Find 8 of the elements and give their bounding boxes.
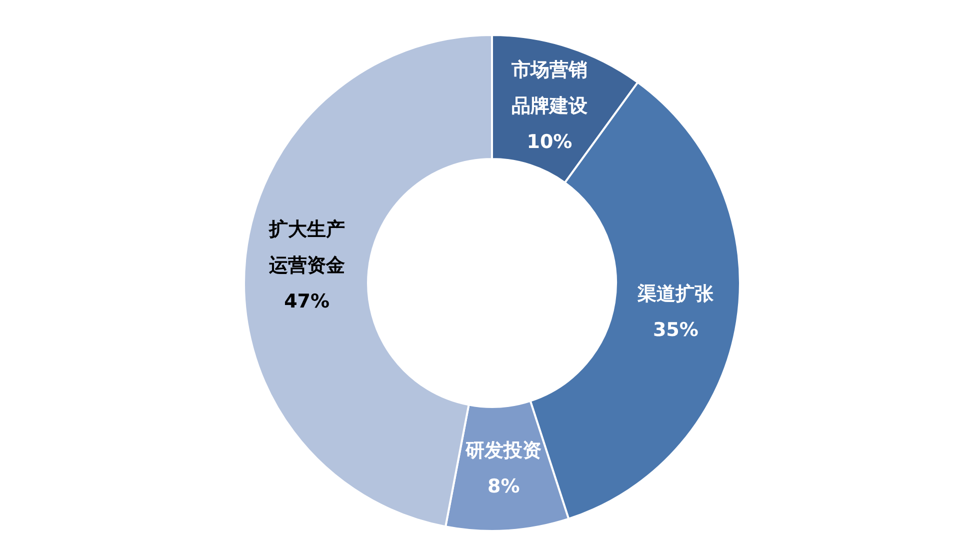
slice-label: 研发投资 bbox=[464, 440, 542, 462]
data-label: 47% bbox=[284, 290, 330, 312]
slice-label: 扩大生产运营资金 bbox=[268, 218, 345, 276]
slice-label: 市场营销品牌建设 bbox=[510, 59, 588, 118]
data-label: 10% bbox=[526, 131, 572, 154]
data-label: 8% bbox=[488, 476, 520, 498]
slice-label: 渠道扩张 bbox=[636, 283, 715, 306]
data-label: 35% bbox=[652, 319, 698, 342]
